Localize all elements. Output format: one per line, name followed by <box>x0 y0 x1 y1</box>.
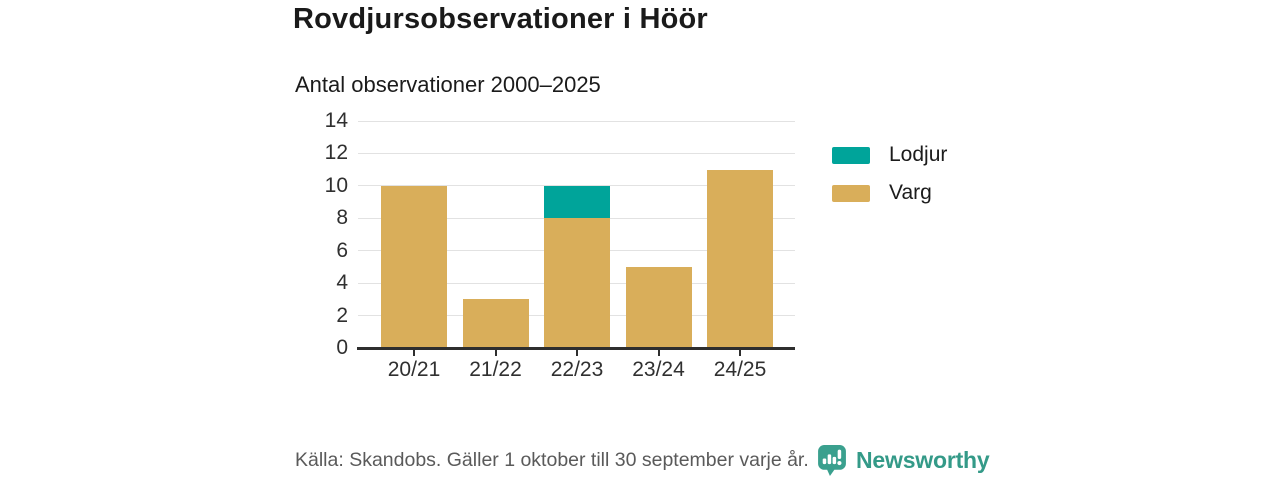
newsworthy-wordmark: Newsworthy <box>856 447 990 473</box>
gridline-14 <box>358 120 795 122</box>
legend-swatch-lodjur <box>832 146 870 164</box>
newsworthy-bubble-icon <box>816 444 848 480</box>
bar-varg-22-23 <box>544 218 610 348</box>
legend: Lodjur Varg <box>832 143 947 219</box>
y-axis-label-0: 0 <box>336 336 348 359</box>
legend-label-varg: Varg <box>889 181 932 204</box>
x-axis-tick-21-22 <box>494 349 497 356</box>
y-axis-label-8: 8 <box>336 206 348 230</box>
legend-item-varg: Varg <box>832 181 947 205</box>
x-axis-tick-20-21 <box>413 349 415 356</box>
x-axis-label-23-24: 23/24 <box>632 358 685 381</box>
x-axis-tick-24-25 <box>739 349 741 356</box>
x-axis-line <box>357 347 795 350</box>
chart-title: Rovdjursobservationer i Höör <box>293 3 708 35</box>
plot-area <box>358 120 795 348</box>
bar-varg-24-25 <box>707 169 773 348</box>
x-axis-tick-23-24 <box>657 349 660 356</box>
bar-varg-20-21 <box>381 185 447 348</box>
y-axis-label-12: 12 <box>324 141 348 165</box>
y-axis-label-2: 2 <box>336 303 348 327</box>
source-note: Källa: Skandobs. Gäller 1 oktober till 3… <box>295 449 809 471</box>
y-axis-label-14: 14 <box>324 109 348 132</box>
legend-item-lodjur: Lodjur <box>832 143 947 167</box>
newsworthy-logo[interactable]: Newsworthy <box>816 444 990 480</box>
x-axis-tick-22-23 <box>576 349 578 356</box>
gridline-10 <box>358 185 795 187</box>
gridline-12 <box>358 152 795 154</box>
x-axis-label-24-25: 24/25 <box>713 358 767 381</box>
x-axis-label-22-23: 22/23 <box>550 358 604 381</box>
chart-subtitle: Antal observationer 2000–2025 <box>295 72 601 97</box>
bar-varg-21-22 <box>462 299 529 348</box>
y-axis-label-4: 4 <box>336 271 348 295</box>
bar-lodjur-22-23 <box>544 185 610 219</box>
legend-swatch-varg <box>832 184 870 202</box>
bar-varg-23-24 <box>625 266 692 348</box>
legend-label-lodjur: Lodjur <box>889 143 948 166</box>
x-axis-label-20-21: 20/21 <box>387 358 441 381</box>
y-axis-label-10: 10 <box>324 173 348 197</box>
x-axis-label-21-22: 21/22 <box>469 358 522 381</box>
y-axis-label-6: 6 <box>336 238 348 262</box>
